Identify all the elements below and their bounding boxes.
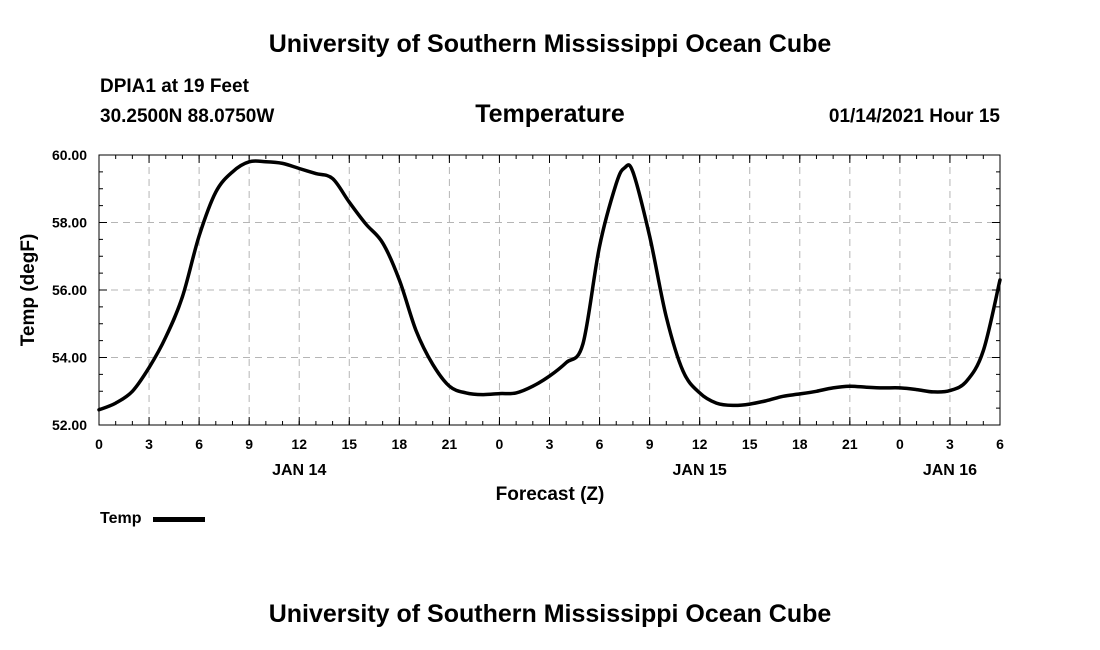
x-tick-label: 21 xyxy=(842,436,858,452)
x-axis-label: Forecast (Z) xyxy=(496,484,605,505)
x-tick-label: 0 xyxy=(496,436,504,452)
chart-title: University of Southern Mississippi Ocean… xyxy=(268,30,832,58)
legend-swatch-temp xyxy=(153,516,206,522)
x-tick-label: 12 xyxy=(291,436,307,452)
axis-labels: 0 3 6 9 12 15 18 21 0 3 6 9 12 15 18 21 0 3 6 52.00 54.00 56.… xyxy=(52,147,1004,479)
day-label: JAN 14 xyxy=(272,462,326,479)
x-tick-label: 6 xyxy=(195,436,203,452)
x-tick-label: 3 xyxy=(946,436,954,452)
x-tick-label: 6 xyxy=(596,436,604,452)
x-tick-label: 9 xyxy=(646,436,654,452)
coordinates-label: 30.2500N 88.0750W xyxy=(100,106,275,127)
datetime-label: 01/14/2021 Hour 15 xyxy=(828,106,1000,127)
series-line-temp xyxy=(97,159,1002,412)
y-tick-label: 60.00 xyxy=(52,147,87,163)
grid-lines xyxy=(99,155,1000,425)
x-tick-label: 6 xyxy=(996,436,1004,452)
x-tick-label: 12 xyxy=(692,436,708,452)
y-tick-label: 52.00 xyxy=(52,417,87,433)
x-tick-label: 18 xyxy=(792,436,808,452)
variable-title: Temperature xyxy=(475,100,625,128)
axis-ticks xyxy=(98,154,1001,426)
y-axis-label: Temp (degF) xyxy=(18,234,39,347)
station-label: DPIA1 at 19 Feet xyxy=(100,76,249,97)
x-tick-label: 15 xyxy=(742,436,758,452)
x-tick-label: 18 xyxy=(392,436,408,452)
day-label: JAN 16 xyxy=(923,462,977,479)
x-tick-label: 15 xyxy=(341,436,357,452)
footer-title: University of Southern Mississippi Ocean… xyxy=(268,600,832,628)
x-tick-label: 0 xyxy=(896,436,904,452)
y-tick-label: 58.00 xyxy=(52,215,87,231)
x-tick-label: 9 xyxy=(245,436,253,452)
x-tick-label: 0 xyxy=(95,436,103,452)
y-tick-label: 56.00 xyxy=(52,282,87,298)
day-label: JAN 15 xyxy=(673,462,727,479)
x-tick-label: 3 xyxy=(546,436,554,452)
x-tick-label: 3 xyxy=(145,436,153,452)
x-tick-label: 21 xyxy=(442,436,458,452)
y-tick-label: 54.00 xyxy=(52,350,87,366)
legend-label-temp: Temp xyxy=(100,510,142,527)
legend: Temp xyxy=(100,510,206,528)
